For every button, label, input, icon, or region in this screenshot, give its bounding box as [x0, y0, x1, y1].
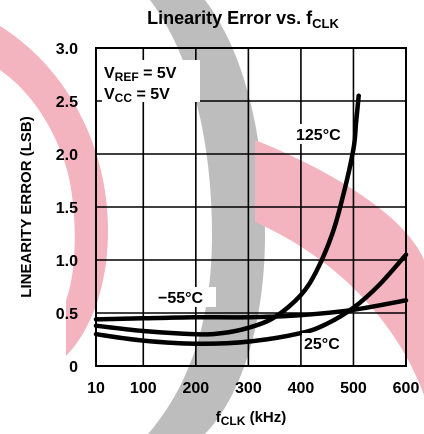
series-label-minus55c: −55°C: [158, 290, 204, 307]
watermark-red-right: [255, 140, 424, 395]
plot-frame: [95, 47, 407, 367]
series-label-25c: 25°C: [304, 336, 340, 353]
series-line-125c: [93, 93, 361, 337]
label-bg-125c: [294, 124, 348, 144]
y-tick-label: 1.5: [56, 200, 78, 217]
x-axis-label: fCLK (kHz): [216, 409, 287, 428]
y-tick-label: 1.0: [56, 253, 78, 270]
x-tick-label: 200: [182, 380, 209, 397]
y-tick-label: 2.5: [56, 94, 78, 111]
vcc-condition: VCC = 5V: [104, 86, 170, 105]
series-line-25c: [93, 252, 409, 346]
x-tick-label: 600: [393, 380, 420, 397]
vref-condition: VREF = 5V: [104, 65, 177, 84]
label-bg-25c: [302, 333, 348, 353]
series-label-125c: 125°C: [296, 127, 341, 144]
label-bg-minus55c: [156, 287, 216, 307]
x-tick-label: 300: [235, 380, 262, 397]
x-tick-label: 10: [87, 380, 105, 397]
y-tick-label: 0: [69, 359, 78, 376]
watermark-red-left: [0, 26, 108, 356]
y-tick-label: 0.5: [56, 306, 78, 323]
chart-title: Linearity Error vs. fCLK: [147, 8, 339, 31]
y-axis-label: LINEARITY ERROR (LSB): [18, 116, 35, 297]
x-tick-label: 100: [130, 380, 157, 397]
chart-series: [93, 93, 409, 346]
conditions-label-bg: [102, 60, 200, 102]
y-tick-label: 2.0: [56, 147, 78, 164]
y-tick-label: 3.0: [56, 41, 78, 58]
watermark-gray-band: [148, 0, 265, 434]
x-tick-label: 400: [288, 380, 315, 397]
x-tick-label: 500: [340, 380, 367, 397]
chart-ticks: 10 100 200 300 400 500 600 0 0.5 1.0 1.5 2.0 2.5 3.0: [56, 41, 420, 397]
